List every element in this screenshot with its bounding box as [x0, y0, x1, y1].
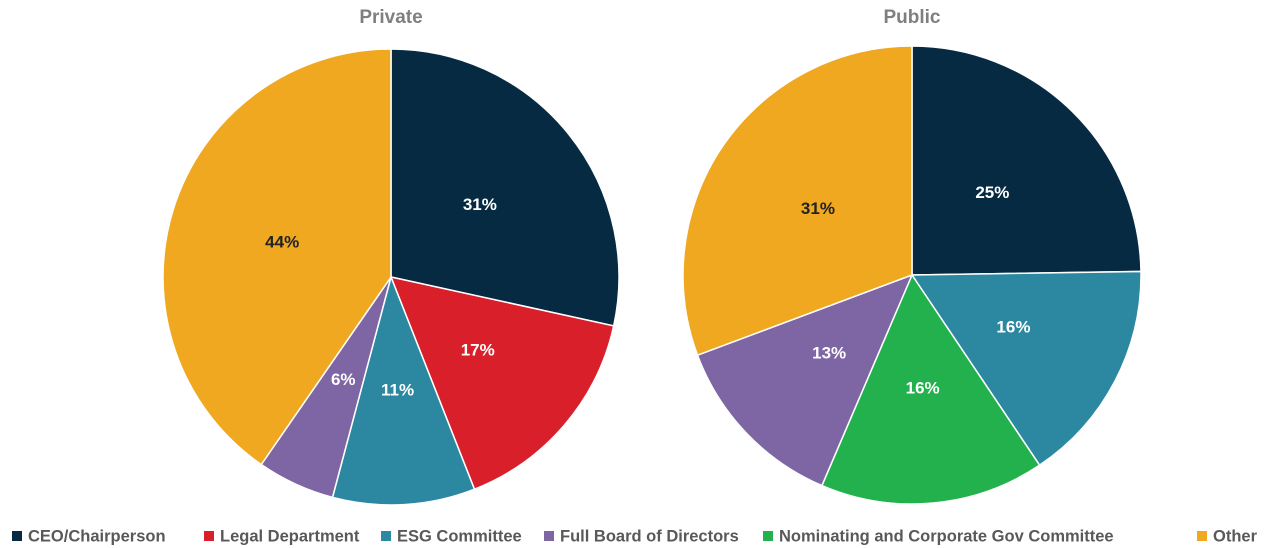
pie-slice: [390, 48, 620, 327]
chart-title: Private: [359, 7, 422, 28]
slice-label: 31%: [463, 195, 497, 214]
pie-slice: [389, 275, 615, 491]
slice-label: 13%: [812, 344, 846, 363]
legend-swatch: [12, 531, 22, 541]
legend-label: ESG Committee: [397, 527, 522, 545]
slice-label: 16%: [906, 378, 940, 397]
chart-title: Public: [883, 7, 940, 28]
legend-label: Other: [1213, 527, 1258, 545]
legend-swatch: [381, 531, 391, 541]
slice-label: 6%: [331, 370, 356, 389]
slice-label: 31%: [801, 199, 835, 218]
legend-label: Full Board of Directors: [560, 527, 739, 545]
legend-label: Nominating and Corporate Gov Committee: [779, 527, 1114, 545]
pie-slice: [331, 274, 476, 506]
slice-label: 17%: [461, 340, 495, 359]
legend-swatch: [1197, 531, 1207, 541]
pie-slice: [820, 273, 1041, 505]
legend-swatch: [544, 531, 554, 541]
legend-label: Legal Department: [220, 527, 360, 545]
slice-label: 25%: [975, 183, 1009, 202]
pie-slice: [682, 45, 913, 357]
legend-swatch: [204, 531, 214, 541]
slice-label: 16%: [996, 318, 1030, 337]
pie-slice: [911, 45, 1142, 276]
legend-swatch: [763, 531, 773, 541]
pie-slice: [910, 270, 1142, 467]
slice-label: 44%: [265, 233, 299, 252]
pie-slice: [162, 48, 392, 466]
pie-slice: [696, 273, 914, 487]
slice-label: 11%: [381, 380, 414, 399]
legend-label: CEO/Chairperson: [28, 527, 166, 545]
